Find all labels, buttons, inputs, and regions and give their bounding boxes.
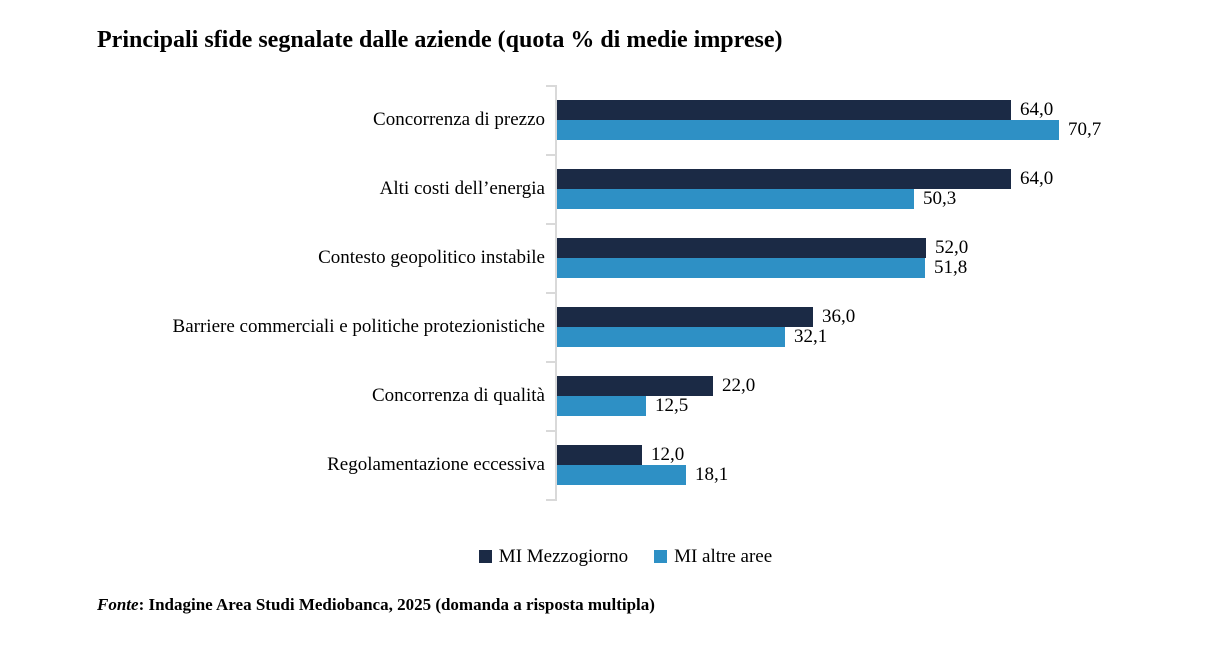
legend-item-mi-mezzogiorno: MI Mezzogiorno: [478, 545, 629, 568]
value-label: 64,0: [1020, 98, 1054, 120]
bar-mi-altre-aree: [557, 395, 646, 416]
axis-tick: [546, 429, 557, 432]
axis-tick: [546, 360, 557, 363]
legend-item-mi-altre-aree: MI altre aree: [654, 546, 772, 568]
chart: Concorrenza di prezzo Alti costi dell’ene…: [0, 84, 1215, 501]
value-label: 32,1: [794, 325, 828, 347]
legend-label: MI Mezzogiorno: [498, 545, 629, 567]
value-label: 51,8: [934, 256, 968, 278]
bar-group: 22,0 12,5: [557, 362, 1215, 431]
value-label: 50,3: [923, 187, 957, 209]
bar-group: 36,0 32,1: [557, 293, 1215, 362]
category-label: Alti costi dell’energia: [379, 177, 545, 199]
axis-tick: [546, 498, 557, 501]
bar-mi-altre-aree: [557, 464, 686, 485]
value-label: 22,0: [722, 374, 756, 396]
chart-title: Principali sfide segnalate dalle aziende…: [97, 27, 783, 53]
value-label: 36,0: [822, 305, 856, 327]
legend: MI Mezzogiorno MI altre aree: [18, 546, 1215, 568]
axis-tick: [546, 291, 557, 294]
source-text: : Indagine Area Studi Mediobanca, 2025 (…: [138, 594, 655, 614]
bar-mi-mezzogiorno: [557, 99, 1011, 120]
axis-tick: [546, 84, 557, 87]
bar-mi-mezzogiorno: [557, 168, 1011, 189]
plot-area: 64,0 70,7 64,0 50,3 52,0 51,8 36,0 32,1 22,0 12,5…: [546, 84, 1215, 501]
source-note: Fonte: Indagine Area Studi Mediobanca, 2…: [97, 595, 1175, 615]
value-label: 18,1: [695, 463, 729, 485]
value-label: 52,0: [935, 236, 969, 258]
value-label: 12,5: [655, 394, 689, 416]
value-label: 64,0: [1020, 167, 1054, 189]
category-label: Contesto geopolitico instabile: [318, 246, 545, 268]
value-label: 12,0: [651, 443, 685, 465]
category-labels-column: Concorrenza di prezzo Alti costi dell’ene…: [0, 86, 555, 500]
bar-mi-mezzogiorno: [557, 237, 926, 258]
category-label: Regolamentazione eccessiva: [327, 453, 545, 475]
bar-mi-altre-aree: [557, 257, 925, 278]
bar-group: 52,0 51,8: [557, 224, 1215, 293]
legend-swatch-mi-altre-aree: [654, 550, 668, 564]
bar-mi-mezzogiorno: [557, 375, 713, 396]
legend-swatch-mi-mezzogiorno: [478, 550, 492, 564]
bar-mi-mezzogiorno: [557, 444, 642, 465]
source-prefix: Fonte: [97, 594, 139, 614]
axis-tick: [546, 153, 557, 156]
bar-group: 64,0 70,7: [557, 86, 1215, 155]
axis-tick: [546, 222, 557, 225]
bar-mi-altre-aree: [557, 119, 1059, 140]
category-label: Concorrenza di prezzo: [373, 108, 545, 130]
category-label: Barriere commerciali e politiche protezi…: [172, 315, 545, 337]
bar-group: 64,0 50,3: [557, 155, 1215, 224]
bar-mi-mezzogiorno: [557, 306, 813, 327]
category-label: Concorrenza di qualità: [371, 384, 545, 406]
value-label: 70,7: [1068, 118, 1102, 140]
bar-mi-altre-aree: [557, 188, 914, 209]
bar-mi-altre-aree: [557, 326, 785, 347]
bar-group: 12,0 18,1: [557, 431, 1215, 500]
legend-label: MI altre aree: [674, 545, 773, 567]
